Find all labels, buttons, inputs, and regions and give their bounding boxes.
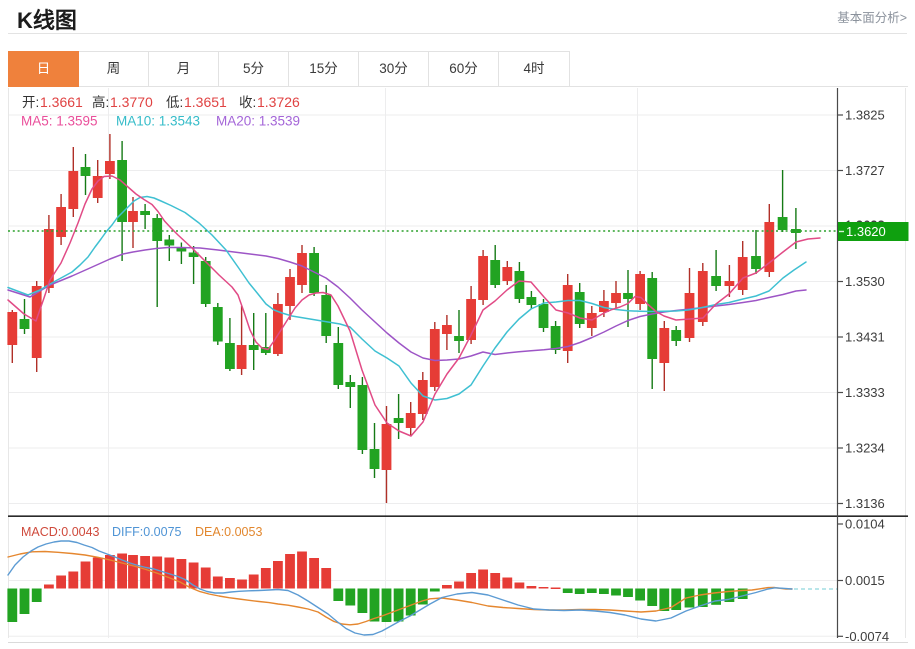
svg-text:0.0015: 0.0015 (845, 573, 885, 588)
svg-text:MA20: 1.3539: MA20: 1.3539 (216, 114, 300, 129)
svg-text:1.3651: 1.3651 (184, 94, 227, 110)
svg-text:1.3661: 1.3661 (40, 94, 83, 110)
svg-text:1.3530: 1.3530 (845, 274, 885, 289)
svg-text:低:: 低: (166, 95, 183, 110)
svg-text:1.3620: 1.3620 (846, 224, 886, 239)
svg-text:DEA:0.0053: DEA:0.0053 (195, 525, 262, 539)
svg-text:1.3136: 1.3136 (845, 496, 885, 511)
svg-text:-0.0074: -0.0074 (845, 629, 889, 644)
svg-text:收:: 收: (239, 95, 256, 110)
svg-text:开:: 开: (22, 95, 39, 110)
svg-text:1.3431: 1.3431 (845, 330, 885, 345)
svg-text:1.3234: 1.3234 (845, 441, 885, 456)
svg-text:MA5: 1.3595: MA5: 1.3595 (21, 114, 98, 129)
svg-text:1.3770: 1.3770 (110, 94, 153, 110)
svg-text:DIFF:0.0075: DIFF:0.0075 (112, 525, 182, 539)
svg-text:MA10: 1.3543: MA10: 1.3543 (116, 114, 200, 129)
svg-text:1.3333: 1.3333 (845, 385, 885, 400)
svg-text:1.3825: 1.3825 (845, 108, 885, 123)
svg-text:高:: 高: (92, 94, 109, 110)
svg-text:0.0104: 0.0104 (845, 517, 885, 532)
svg-text:1.3727: 1.3727 (845, 163, 885, 178)
svg-text:1.3726: 1.3726 (257, 94, 300, 110)
svg-text:MACD:0.0043: MACD:0.0043 (21, 525, 100, 539)
